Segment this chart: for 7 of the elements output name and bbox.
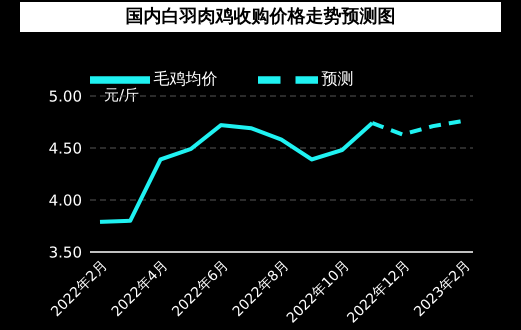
- legend-label: 毛鸡均价: [154, 69, 218, 88]
- y-tick-label: 4.00: [48, 191, 82, 210]
- y-tick-label: 5.00: [48, 87, 82, 106]
- y-tick-label: 3.50: [48, 243, 82, 262]
- legend-label: 预测: [322, 69, 354, 88]
- y-tick-label: 4.50: [48, 139, 82, 158]
- chart-title: 国内白羽肉鸡收购价格走势预测图: [20, 2, 501, 32]
